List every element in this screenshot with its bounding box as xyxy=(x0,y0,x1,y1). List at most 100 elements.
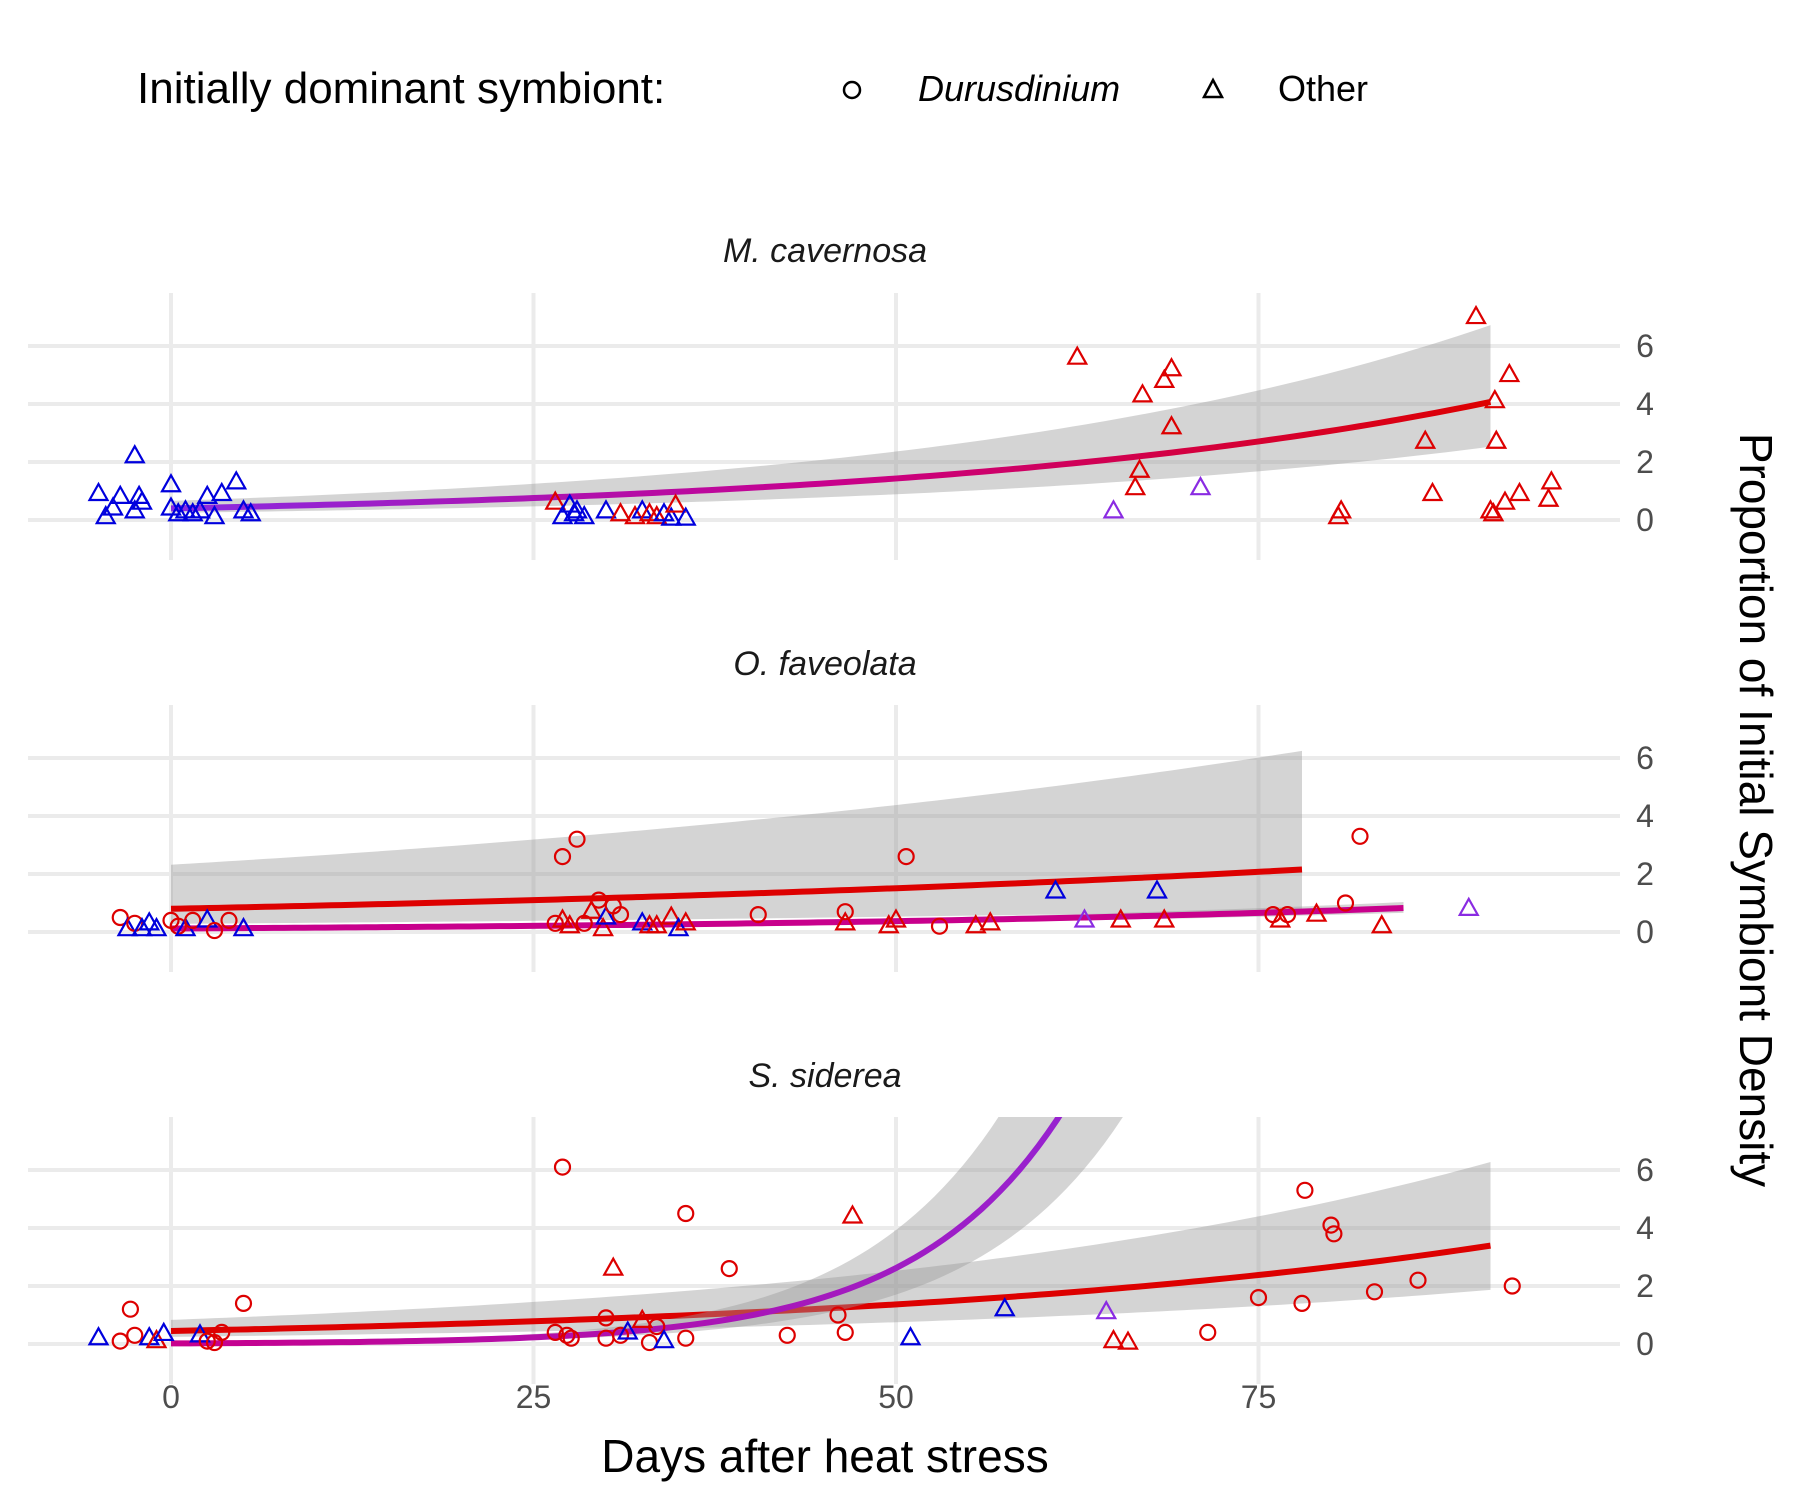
data-point-circle xyxy=(836,903,854,921)
data-point-triangle xyxy=(102,496,124,516)
data-point-triangle xyxy=(563,502,585,522)
x-axis-title: Days after heat stress xyxy=(601,1430,1048,1482)
data-point-triangle xyxy=(145,916,168,937)
data-point-triangle xyxy=(167,502,190,522)
y-axis-title: Proportion of Initial Symbiont Density xyxy=(1730,433,1782,1187)
data-point-triangle xyxy=(210,481,233,502)
fit-line xyxy=(170,1117,1063,1347)
data-point-triangle xyxy=(566,499,588,519)
data-point-triangle xyxy=(1485,429,1508,449)
data-point-triangle xyxy=(580,899,603,919)
y-tick-label: 2 xyxy=(1636,1268,1654,1304)
y-tick-label: 2 xyxy=(1636,444,1654,480)
data-point-triangle xyxy=(979,911,1002,931)
data-point-triangle xyxy=(1508,481,1531,502)
data-point-triangle xyxy=(152,1321,175,1342)
data-point-circle xyxy=(611,905,630,924)
data-point-triangle xyxy=(1073,908,1096,928)
confidence-band xyxy=(171,750,1302,924)
data-point-triangle xyxy=(138,911,161,931)
data-point-triangle xyxy=(203,504,226,525)
data-point-triangle xyxy=(595,905,617,925)
data-point-triangle xyxy=(964,914,987,934)
y-tick-label: 4 xyxy=(1636,798,1654,834)
data-point-triangle xyxy=(1160,415,1183,435)
data-point-circle xyxy=(1365,1283,1384,1301)
data-point-triangle xyxy=(239,502,262,522)
data-point-circle xyxy=(897,847,915,866)
data-point-triangle xyxy=(660,506,683,526)
data-point-triangle xyxy=(1483,388,1506,409)
data-point-circle xyxy=(111,1332,129,1350)
data-point-circle xyxy=(198,1332,216,1350)
data-point-circle xyxy=(121,1300,139,1318)
data-point-circle xyxy=(553,847,572,866)
data-point-triangle xyxy=(1066,345,1089,365)
data-point-triangle xyxy=(1414,429,1437,449)
data-point-triangle xyxy=(595,499,617,519)
confidence-band xyxy=(171,1161,1491,1337)
data-point-triangle xyxy=(232,916,255,937)
data-point-triangle xyxy=(196,484,219,504)
legend-circle-key xyxy=(842,80,862,100)
data-point-circle xyxy=(836,1323,854,1342)
legend: Initially dominant symbiont: Durusdinium… xyxy=(137,64,1368,113)
data-point-triangle xyxy=(1482,502,1505,522)
data-point-triangle xyxy=(877,914,900,934)
data-point-triangle xyxy=(1370,914,1393,934)
data-point-triangle xyxy=(1457,896,1480,916)
y-tick-label: 6 xyxy=(1636,740,1654,776)
legend-label-durusdinium: Durusdinium xyxy=(918,68,1120,109)
data-point-triangle xyxy=(1102,499,1125,519)
data-point-circle xyxy=(220,911,238,930)
data-point-circle xyxy=(234,1294,253,1313)
fit-line xyxy=(170,905,1404,932)
data-point-triangle xyxy=(1153,908,1176,928)
data-point-circle xyxy=(546,914,564,932)
data-point-circle xyxy=(126,1326,144,1344)
data-point-circle xyxy=(1322,1216,1340,1234)
data-point-triangle xyxy=(94,504,117,525)
data-point-triangle xyxy=(885,908,907,928)
data-point-circle xyxy=(829,1306,847,1324)
data-point-triangle xyxy=(1189,475,1212,496)
y-tick-label: 0 xyxy=(1636,914,1654,950)
data-point-triangle xyxy=(674,911,697,931)
data-point-circle xyxy=(213,1323,231,1342)
data-point-triangle xyxy=(616,1320,639,1340)
y-tick-label: 0 xyxy=(1636,1326,1654,1362)
data-point-triangle xyxy=(544,490,567,510)
data-point-triangle xyxy=(609,502,632,522)
fit-line xyxy=(170,1242,1491,1334)
data-point-triangle xyxy=(1153,368,1176,388)
legend-title: Initially dominant symbiont: xyxy=(137,64,665,113)
data-point-triangle xyxy=(225,470,248,490)
data-point-triangle xyxy=(160,473,182,493)
data-point-triangle xyxy=(624,504,646,525)
data-point-circle xyxy=(1409,1271,1427,1289)
data-point-triangle xyxy=(993,1297,1016,1317)
data-point-triangle xyxy=(653,1328,675,1349)
data-point-triangle xyxy=(592,916,614,937)
data-point-triangle xyxy=(116,916,139,937)
panel-title: O. faveolata xyxy=(733,645,916,683)
panel-title: S. siderea xyxy=(748,1057,901,1095)
data-point-triangle xyxy=(1102,1328,1125,1349)
data-point-triangle xyxy=(1330,499,1353,519)
panel-o-faveolata: O. faveolata 0 2 4 6 xyxy=(28,645,1654,972)
data-point-circle xyxy=(1325,1225,1343,1243)
fit-layer xyxy=(170,750,1404,932)
data-point-circle xyxy=(930,917,949,935)
data-point-triangle xyxy=(189,499,211,519)
data-point-triangle xyxy=(602,1256,625,1276)
data-point-triangle xyxy=(1109,908,1132,928)
data-point-circle xyxy=(1296,1181,1314,1199)
data-point-circle xyxy=(1249,1288,1268,1307)
data-point-triangle xyxy=(1095,1299,1118,1320)
legend-triangle-key xyxy=(1201,77,1225,99)
y-tick-label: 6 xyxy=(1636,1152,1654,1188)
data-point-circle xyxy=(677,1329,695,1347)
data-point-circle xyxy=(546,1323,564,1342)
data-point-triangle xyxy=(1269,908,1292,928)
data-point-circle xyxy=(1293,1294,1311,1313)
